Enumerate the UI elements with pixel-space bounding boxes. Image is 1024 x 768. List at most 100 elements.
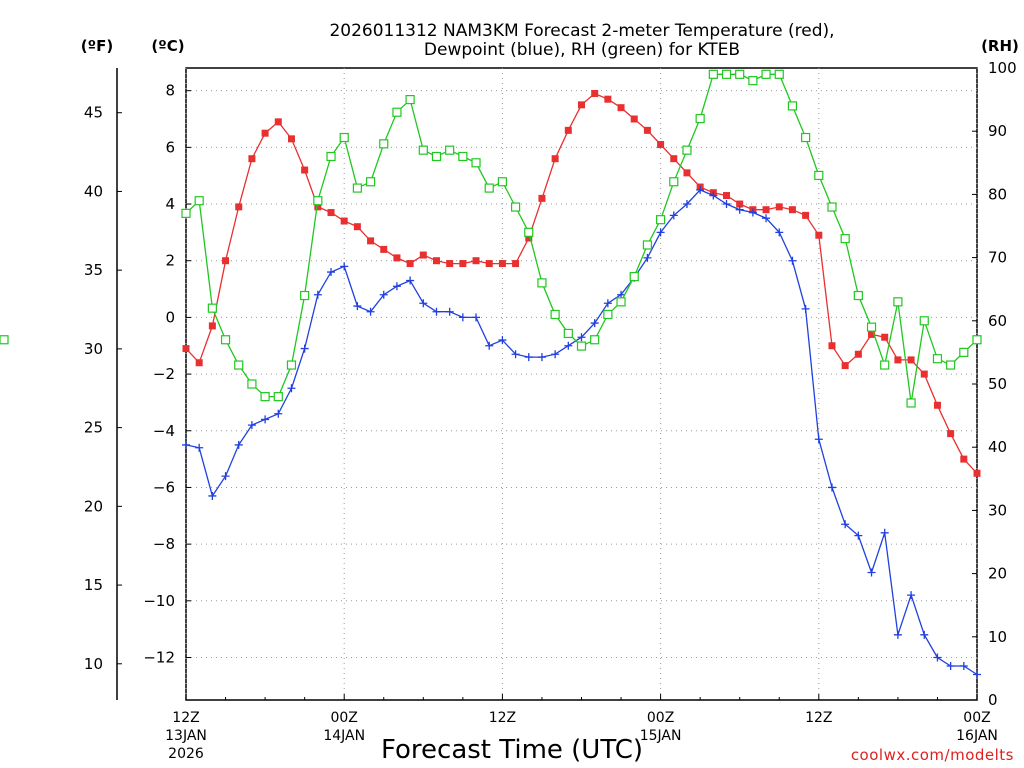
rh-tick-label: 20 <box>988 565 1007 583</box>
dewpoint-point <box>551 350 560 359</box>
rh-tick-label: 60 <box>988 312 1007 330</box>
relative-humidity-point <box>352 183 362 193</box>
2-meter-temperature-point <box>736 200 744 208</box>
credit-text: coolwx.com/modelts <box>851 746 1014 764</box>
rh-tick-label: 100 <box>988 59 1017 77</box>
relative-humidity-point <box>774 69 784 79</box>
dewpoint-point <box>524 353 533 362</box>
time-tick-year: 2026 <box>168 746 204 762</box>
relative-humidity-point <box>484 183 494 193</box>
rh-tick-label: 70 <box>988 249 1007 267</box>
2-meter-temperature-point <box>683 169 691 177</box>
2-meter-temperature-point <box>485 260 493 268</box>
rh-tick-label: 40 <box>988 438 1007 456</box>
relative-humidity-point <box>313 196 323 206</box>
dewpoint-point <box>867 568 876 577</box>
time-tick-label: 12Z <box>805 710 832 726</box>
2-meter-temperature-point <box>551 155 559 163</box>
dewpoint-point <box>603 299 612 308</box>
2-meter-temperature-point <box>301 166 309 174</box>
fahrenheit-tick-label: 45 <box>84 104 103 122</box>
2-meter-temperature-point <box>960 455 968 463</box>
2-meter-temperature-point <box>947 430 955 438</box>
dewpoint-point <box>933 653 942 662</box>
relative-humidity-point <box>550 309 560 320</box>
2-meter-temperature-point <box>459 260 467 268</box>
2-meter-temperature-point <box>868 330 876 338</box>
dewpoint-point <box>406 276 415 285</box>
relative-humidity-point <box>194 196 204 206</box>
fahrenheit-tick-label: 30 <box>84 340 103 358</box>
fahrenheit-tick-label: 15 <box>84 576 103 594</box>
celsius-unit-label: (ºC) <box>151 37 184 55</box>
dewpoint-point <box>261 415 270 424</box>
dewpoint-point <box>656 228 665 237</box>
relative-humidity-point <box>827 202 837 212</box>
dewpoint-point <box>775 228 784 237</box>
dewpoint-point <box>195 443 204 452</box>
rh-tick-label: 0 <box>988 691 998 709</box>
relative-humidity-point <box>708 69 718 79</box>
dewpoint-point <box>234 440 243 449</box>
fahrenheit-tick-label: 10 <box>84 655 103 673</box>
2-meter-temperature-point <box>472 257 480 265</box>
dewpoint-point <box>709 191 718 200</box>
dewpoint-point <box>827 483 836 492</box>
dewpoint-point <box>946 661 955 670</box>
relative-humidity-point <box>207 303 217 313</box>
2-meter-temperature-point <box>881 333 889 341</box>
2-meter-temperature-point <box>222 257 230 265</box>
celsius-tick-label: 2 <box>165 252 175 270</box>
dewpoint-point <box>392 282 401 291</box>
2-meter-temperature-point <box>591 90 599 98</box>
relative-humidity-point <box>972 335 982 345</box>
dewpoint-point <box>485 341 494 350</box>
2-meter-temperature-point <box>208 322 216 330</box>
relative-humidity-point <box>814 170 824 181</box>
fahrenheit-tick-label: 40 <box>84 182 103 200</box>
dewpoint-series <box>182 185 981 679</box>
dewpoint-point <box>208 491 217 500</box>
2-meter-temperature-point <box>498 260 506 268</box>
relative-humidity-point <box>576 341 587 351</box>
rh-tick-label: 50 <box>988 375 1007 393</box>
dewpoint-point <box>814 435 823 444</box>
2-meter-temperature-point <box>393 254 401 262</box>
relative-humidity-point <box>524 227 534 237</box>
relative-humidity-point <box>431 151 442 162</box>
relative-humidity-point <box>392 107 402 117</box>
relative-humidity-point <box>300 290 310 301</box>
dewpoint-point <box>287 384 296 393</box>
2-meter-temperature-line <box>185 92 978 474</box>
celsius-tick-label: −4 <box>153 422 175 440</box>
relative-humidity-point <box>932 354 943 364</box>
2-meter-temperature-point <box>920 370 928 378</box>
relative-humidity-point <box>405 94 415 105</box>
relative-humidity-point <box>655 215 666 225</box>
relative-humidity-point <box>458 151 468 162</box>
dewpoint-point <box>498 336 507 345</box>
time-tick-date: 13JAN <box>165 728 207 744</box>
dewpoint-point <box>682 200 691 209</box>
dewpoint-point <box>182 440 190 449</box>
dewpoint-point <box>788 256 797 265</box>
relative-humidity-point <box>801 132 811 143</box>
fahrenheit-tick-label: 20 <box>84 497 103 515</box>
2-meter-temperature-point <box>340 217 348 225</box>
relative-humidity-point <box>418 145 428 155</box>
dewpoint-point <box>696 185 705 194</box>
2-meter-temperature-point <box>973 469 981 477</box>
2-meter-temperature-point <box>617 104 625 112</box>
dewpoint-point <box>366 307 375 316</box>
2-meter-temperature-point <box>907 356 915 364</box>
celsius-tick-label: −8 <box>153 535 175 553</box>
x-axis-title: Forecast Time (UTC) <box>381 735 643 765</box>
dewpoint-point <box>340 262 349 271</box>
2-meter-temperature-point <box>261 129 269 137</box>
2-meter-temperature-point <box>419 251 427 259</box>
relative-humidity-point <box>840 234 850 244</box>
relative-humidity-point <box>0 335 9 345</box>
relative-humidity-point <box>695 113 705 124</box>
relative-humidity-series <box>0 69 982 408</box>
